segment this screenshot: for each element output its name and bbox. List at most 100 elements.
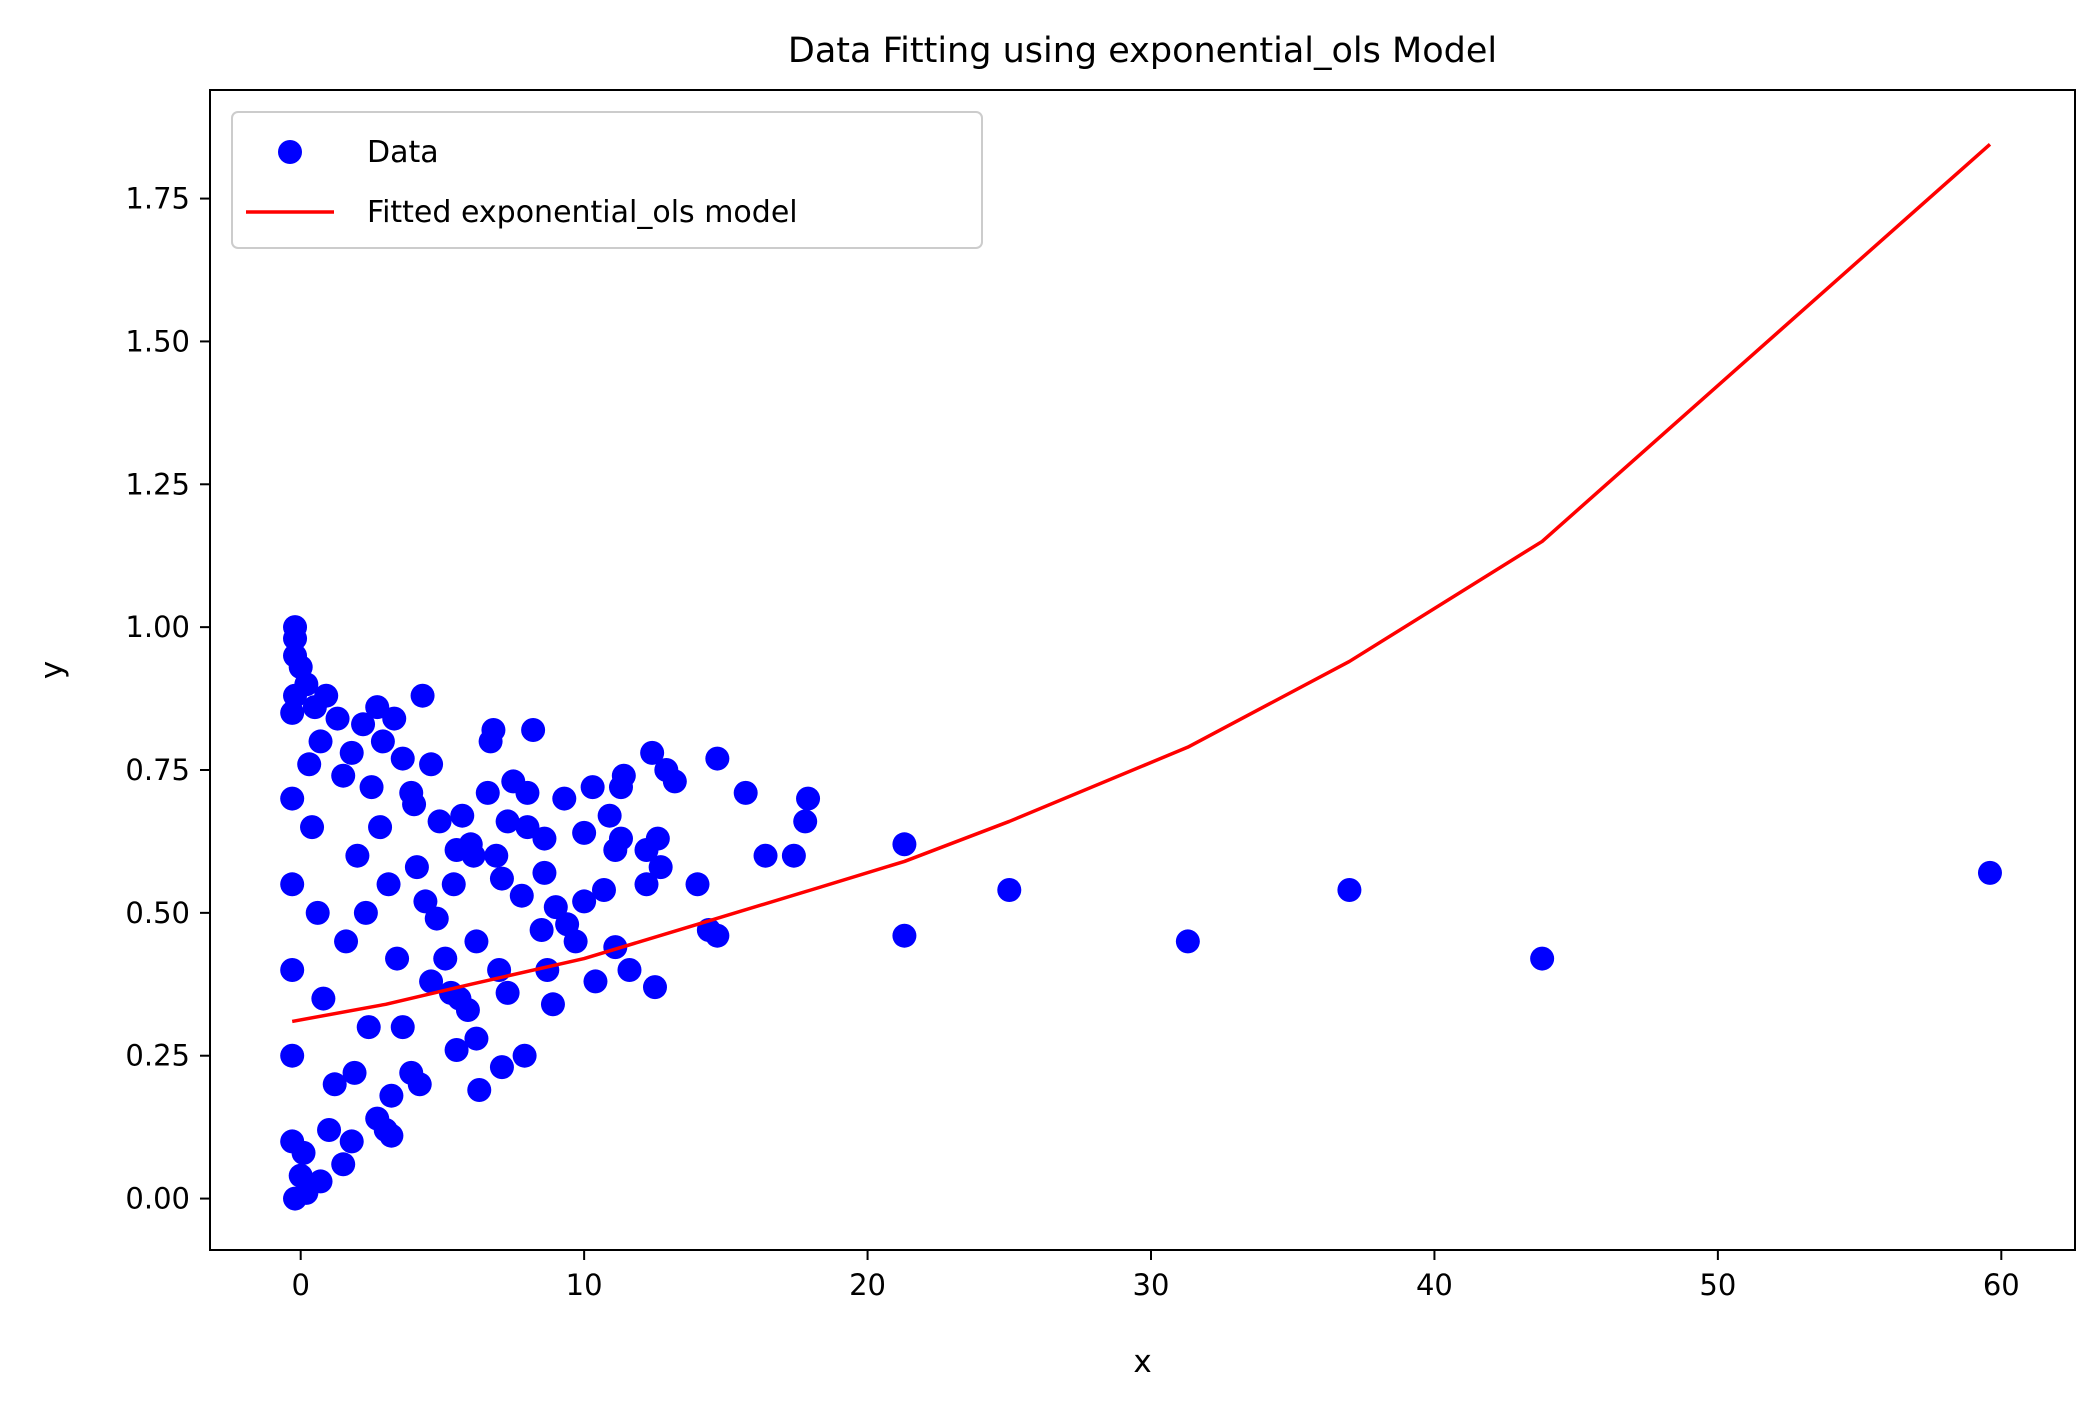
data-point [300,815,325,840]
data-point [413,889,438,914]
data-point [339,1129,364,1154]
x-tick-label: 60 [1983,1268,2020,1302]
data-point [444,1038,469,1062]
data-point [464,929,489,954]
data-point [572,889,597,914]
data-point [521,718,546,742]
data-point [634,872,659,897]
data-point [370,729,395,754]
data-point [543,895,568,920]
data-point [796,786,821,811]
data-point [705,923,730,948]
data-point [512,1043,537,1068]
data-point [441,872,466,897]
data-point [351,712,376,737]
data-point [489,866,514,891]
data-point [353,900,378,925]
legend-label-data: Data [367,135,439,170]
data-point [495,809,520,834]
x-tick-label: 0 [291,1268,309,1302]
fit-line-layer [291,142,1992,1024]
data-point [280,786,305,811]
y-tick-label: 1.75 [125,182,190,216]
fitted-line [291,142,1992,1024]
data-point [399,1060,424,1085]
data-point [515,815,540,840]
data-point [365,1106,390,1131]
data-point [280,872,305,897]
data-point [447,986,472,1011]
data-point [302,695,327,720]
data-point [311,986,336,1011]
x-tick-label: 20 [849,1268,886,1302]
y-tick-label: 0.75 [125,753,190,787]
plot-frame [209,89,2076,1251]
data-point [342,1060,367,1085]
data-point [1977,860,2002,885]
legend-box [231,111,983,249]
data-point [305,900,330,925]
data-point [705,746,730,771]
chart-title: Data Fitting using exponential_ols Model [788,31,1497,71]
data-point [402,792,427,817]
data-point [753,843,778,868]
data-point [640,740,665,765]
y-axis: 0.00 0.25 0.50 0.75 1.00 1.25 1.50 1.75 [125,182,210,1216]
data-point [509,883,534,908]
x-axis: 0 10 20 30 40 50 60 [291,1250,2020,1302]
data-point [532,826,557,851]
legend: Data Fitted exponential_ols model [231,111,983,249]
data-point [529,918,554,942]
data-layer [280,615,2002,1211]
data-point [464,1026,489,1051]
data-point [382,706,407,731]
y-tick-label: 0.25 [125,1039,190,1073]
y-tick-label: 1.50 [125,324,190,358]
data-point [515,780,540,805]
data-point [603,935,628,960]
legend-label-fit: Fitted exponential_ols model [367,195,798,230]
data-point [379,1123,404,1148]
data-point [580,775,605,800]
data-point [563,929,588,954]
data-point [481,718,506,742]
data-point [410,683,435,708]
data-point [648,855,673,880]
data-point [552,786,577,811]
data-point [283,1186,308,1211]
data-point [419,969,444,994]
data-point [733,780,758,805]
data-point [583,969,608,994]
data-point [376,872,401,897]
data-point [489,1055,514,1080]
data-point [356,1015,381,1040]
y-tick-label: 0.50 [125,896,190,930]
data-point [385,946,410,971]
data-point [331,763,356,788]
data-point [339,740,364,765]
data-point [892,923,917,948]
data-point [1530,946,1555,971]
data-point [572,820,597,845]
legend-marker-data [278,140,302,164]
data-point [540,992,565,1017]
data-point [617,958,642,982]
data-point [317,1118,342,1142]
data-point [495,980,520,1005]
data-point [359,775,384,800]
data-point [685,872,710,897]
x-tick-label: 50 [1699,1268,1736,1302]
data-point [642,975,667,1000]
x-tick-label: 30 [1133,1268,1170,1302]
data-point [322,1072,347,1097]
data-point [308,729,333,754]
data-point [608,826,633,851]
data-point [280,1129,305,1154]
x-axis-label: x [1133,1344,1151,1380]
data-point [793,809,818,834]
y-tick-label: 1.00 [125,610,190,644]
data-point [345,843,370,868]
data-point [892,832,917,857]
data-point [325,706,350,731]
